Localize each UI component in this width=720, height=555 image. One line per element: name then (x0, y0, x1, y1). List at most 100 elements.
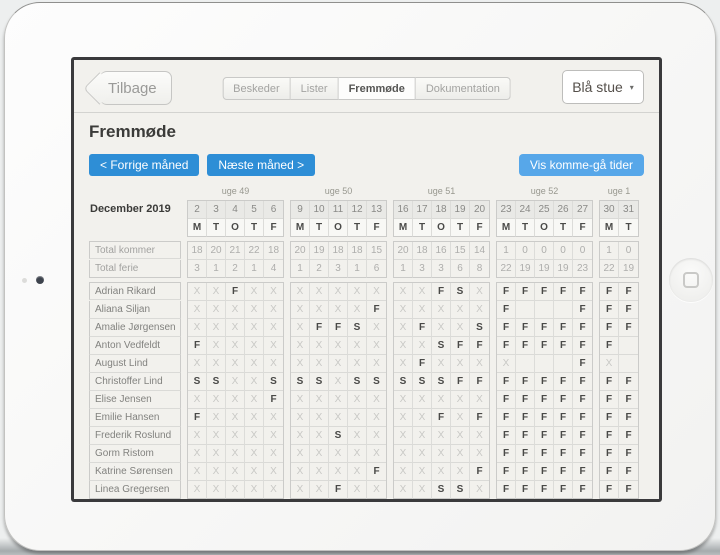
attendance-cell: F (619, 319, 638, 337)
summary-cell: 0 (535, 242, 554, 260)
attendance-cell: F (516, 319, 535, 337)
show-times-button[interactable]: Vis komme-gå tider (518, 154, 644, 176)
weekday-cell: M (188, 219, 207, 237)
summary-cell: 22 (600, 260, 619, 278)
attendance-cell: X (188, 283, 207, 301)
attendance-cell: X (310, 445, 329, 463)
summary-cell: 19 (516, 260, 535, 278)
attendance-cell: X (245, 283, 264, 301)
attendance-cell: F (600, 427, 619, 445)
weekday-cell: T (245, 219, 264, 237)
attendance-cell (554, 355, 573, 373)
attendance-cell: F (619, 427, 638, 445)
prev-month-button[interactable]: < Forrige måned (89, 154, 200, 176)
attendance-cell: F (554, 337, 573, 355)
attendance-cell: X (310, 463, 329, 481)
summary-cell: 22 (245, 242, 264, 260)
attendance-cell: F (470, 409, 489, 427)
attendance-cell: X (291, 355, 310, 373)
attendance-cell: F (516, 373, 535, 391)
attendance-cell: X (329, 445, 348, 463)
next-month-button[interactable]: Næste måned > (207, 154, 316, 176)
summary-cell: 20 (394, 242, 413, 260)
attendance-cell: X (367, 409, 386, 427)
room-select[interactable]: Blå stue ▾ (562, 70, 644, 104)
attendance-cell: X (310, 391, 329, 409)
attendance-cell (554, 301, 573, 319)
attendance-cell: F (573, 409, 592, 427)
attendance-cell: F (600, 301, 619, 319)
attendance-cell: F (516, 409, 535, 427)
nav-bar: Tilbage Beskeder Lister Fremmøde Dokumen… (74, 60, 659, 113)
attendance-cell: X (470, 301, 489, 319)
date-cell: 31 (619, 201, 638, 219)
attendance-cell: X (264, 445, 283, 463)
attendance-cell: X (348, 355, 367, 373)
month-label: December 2019 (90, 203, 171, 215)
weekday-cell: T (516, 219, 535, 237)
attendance-cell: X (394, 481, 413, 499)
attendance-cell: X (264, 463, 283, 481)
weekday-cell: T (554, 219, 573, 237)
tab-dokumentation[interactable]: Dokumentation (415, 77, 511, 100)
attendance-cell: F (535, 319, 554, 337)
attendance-cell: F (573, 283, 592, 301)
attendance-cell: F (600, 337, 619, 355)
tab-fremmode[interactable]: Fremmøde (338, 77, 416, 100)
attendance-cell: S (264, 373, 283, 391)
child-name: Emilie Hansen (89, 409, 181, 427)
attendance-cell: F (497, 301, 516, 319)
attendance-cell: F (535, 373, 554, 391)
attendance-cell: S (413, 373, 432, 391)
attendance-cell: X (264, 337, 283, 355)
summary-cell: 1 (245, 260, 264, 278)
weekday-cell: M (291, 219, 310, 237)
week-label: uge 49 (221, 186, 250, 196)
attendance-cell: F (535, 445, 554, 463)
child-name: Gorm Ristom (89, 445, 181, 463)
week-block: 30 31 (599, 200, 639, 219)
attendance-cell: F (535, 409, 554, 427)
attendance-cell: F (600, 319, 619, 337)
attendance-cell: X (394, 355, 413, 373)
tab-beskeder[interactable]: Beskeder (222, 77, 291, 100)
attendance-cell: X (226, 463, 245, 481)
date-cell: 17 (413, 201, 432, 219)
summary-cell: 1 (291, 260, 310, 278)
home-button[interactable] (669, 258, 713, 302)
summary-cell: 1 (394, 260, 413, 278)
tab-lister[interactable]: Lister (290, 77, 339, 100)
summary-cell: 1 (348, 260, 367, 278)
attendance-cell: X (226, 391, 245, 409)
attendance-cell: F (516, 391, 535, 409)
child-name: Amalie Jørgensen (89, 319, 181, 337)
attendance-cell: X (348, 301, 367, 319)
attendance-cell: X (188, 391, 207, 409)
attendance-cell: F (535, 391, 554, 409)
child-name: Katrine Sørensen (89, 463, 181, 481)
attendance-cell: X (348, 445, 367, 463)
attendance-cell: F (573, 463, 592, 481)
attendance-cell: X (310, 409, 329, 427)
attendance-cell: X (226, 427, 245, 445)
back-button[interactable]: Tilbage (83, 71, 172, 105)
attendance-cell: X (207, 355, 226, 373)
summary-cell: 0 (554, 242, 573, 260)
attendance-cell (516, 301, 535, 319)
summary-cell: 1 (497, 242, 516, 260)
attendance-cell: S (394, 373, 413, 391)
child-name: August Lind (89, 355, 181, 373)
attendance-cell: X (413, 391, 432, 409)
